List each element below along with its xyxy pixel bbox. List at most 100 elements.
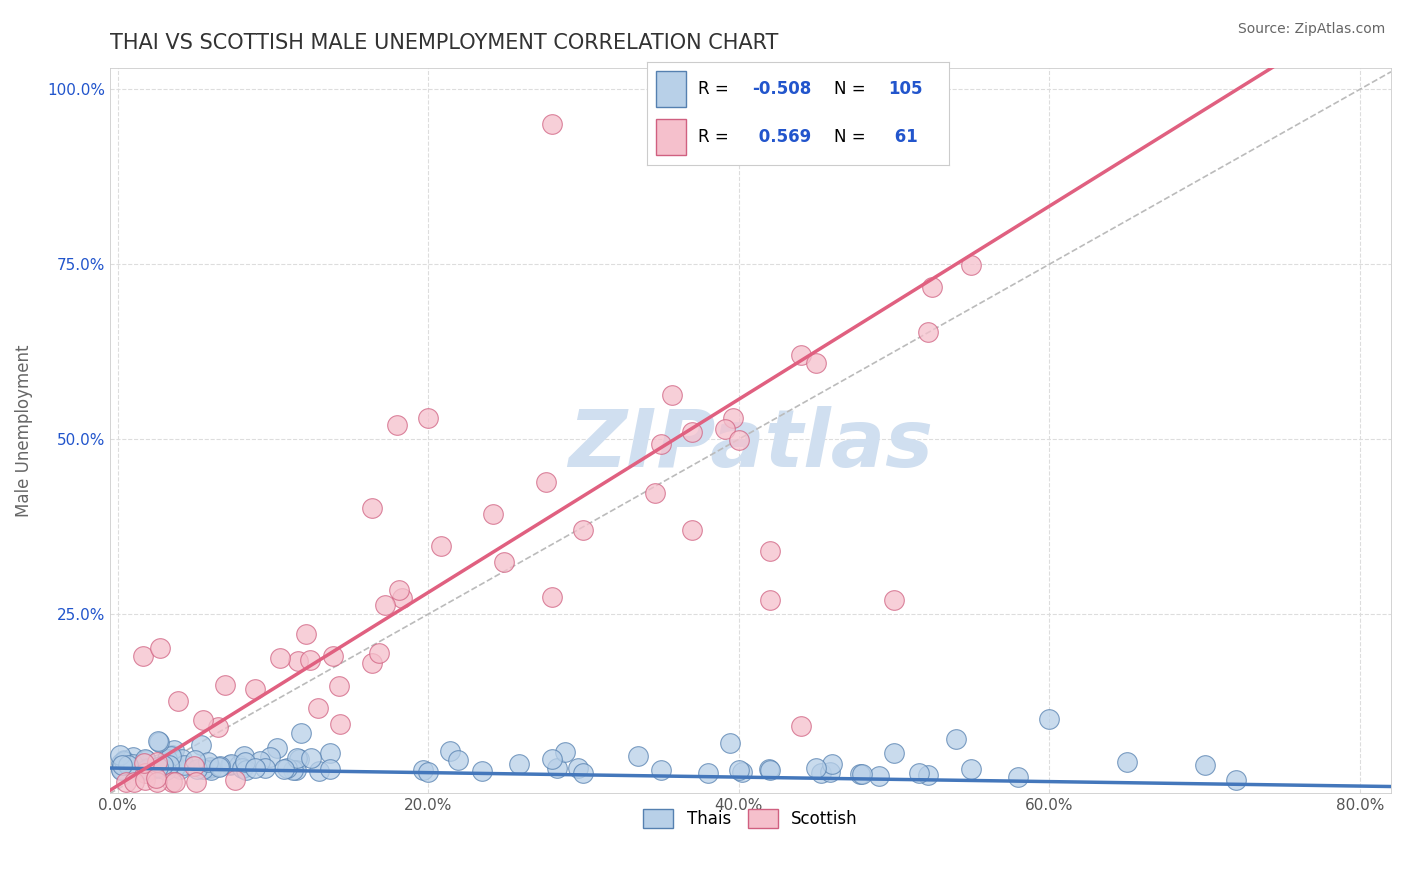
Point — [148, 760, 170, 774]
Point — [308, 764, 330, 779]
Point — [536, 475, 558, 490]
Point — [122, 756, 145, 771]
Point — [299, 652, 322, 666]
Point — [110, 763, 132, 777]
Point — [471, 764, 494, 779]
Point — [727, 433, 749, 447]
Point — [146, 756, 169, 770]
Point — [160, 752, 183, 766]
Point — [285, 763, 308, 777]
Point — [908, 765, 931, 780]
Point — [360, 500, 382, 515]
Point — [145, 775, 167, 789]
Point — [231, 761, 253, 775]
Point — [322, 648, 344, 663]
Point — [759, 593, 782, 607]
Point — [439, 744, 461, 758]
Point — [134, 766, 156, 780]
FancyBboxPatch shape — [655, 119, 686, 155]
Point — [361, 656, 384, 670]
Point — [167, 693, 190, 707]
Text: Source: ZipAtlas.com: Source: ZipAtlas.com — [1237, 22, 1385, 37]
Y-axis label: Male Unemployment: Male Unemployment — [15, 344, 32, 516]
Point — [157, 757, 180, 772]
Point — [385, 418, 408, 433]
Text: N =: N = — [834, 79, 872, 97]
Point — [160, 748, 183, 763]
Point — [141, 762, 163, 776]
Point — [572, 766, 595, 780]
Point — [806, 761, 828, 775]
Point — [820, 764, 842, 779]
Point — [288, 752, 311, 766]
Point — [170, 752, 193, 766]
Point — [572, 523, 595, 537]
Point — [163, 742, 186, 756]
Text: R =: R = — [699, 128, 734, 145]
Point — [135, 762, 157, 776]
Text: 0.569: 0.569 — [752, 128, 811, 145]
Point — [110, 747, 132, 762]
Point — [430, 540, 453, 554]
Point — [374, 598, 396, 612]
Point — [290, 726, 312, 740]
Point — [883, 746, 905, 760]
Point — [243, 681, 266, 696]
Text: 61: 61 — [889, 128, 917, 145]
Point — [868, 769, 890, 783]
Text: R =: R = — [699, 79, 734, 97]
Point — [136, 763, 159, 777]
Point — [644, 485, 666, 500]
Point — [165, 760, 187, 774]
Point — [173, 757, 195, 772]
Point — [276, 761, 298, 775]
Point — [447, 753, 470, 767]
Point — [259, 749, 281, 764]
Point — [810, 765, 832, 780]
Point — [546, 761, 568, 775]
Point — [184, 753, 207, 767]
Point — [183, 758, 205, 772]
Text: 105: 105 — [889, 79, 924, 97]
Point — [661, 387, 683, 401]
Point — [731, 764, 754, 779]
Point — [160, 749, 183, 764]
Point — [224, 773, 246, 788]
Point — [790, 348, 813, 362]
Point — [721, 410, 744, 425]
Point — [232, 761, 254, 775]
Point — [110, 756, 132, 771]
Point — [156, 757, 179, 772]
Point — [219, 758, 242, 772]
Point — [198, 761, 221, 775]
Point — [554, 745, 576, 759]
Point — [122, 775, 145, 789]
Point — [821, 756, 844, 771]
Point — [849, 767, 872, 781]
Point — [134, 752, 156, 766]
Point — [883, 593, 905, 607]
Point — [759, 544, 782, 558]
Point — [156, 752, 179, 766]
Point — [790, 719, 813, 733]
Point — [112, 754, 135, 768]
Point — [492, 554, 515, 568]
Legend: Thais, Scottish: Thais, Scottish — [637, 803, 865, 835]
Point — [917, 768, 939, 782]
Point — [307, 700, 329, 714]
Point — [228, 758, 250, 772]
Text: -0.508: -0.508 — [752, 79, 811, 97]
Point — [110, 762, 132, 776]
Point — [219, 757, 242, 772]
Point — [233, 748, 256, 763]
Point — [696, 765, 718, 780]
Point — [207, 720, 229, 734]
Point — [567, 761, 589, 775]
Point — [921, 280, 943, 294]
Point — [416, 765, 439, 780]
Point — [132, 649, 155, 664]
Point — [1194, 758, 1216, 772]
Point — [696, 103, 718, 118]
Point — [720, 736, 742, 750]
Point — [1038, 712, 1060, 726]
